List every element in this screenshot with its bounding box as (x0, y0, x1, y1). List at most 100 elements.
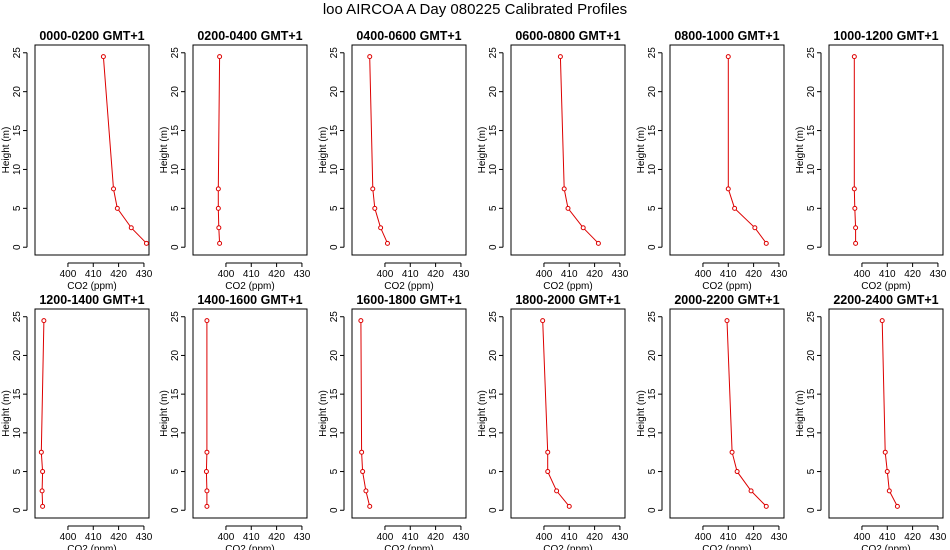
y-tick-label: 20 (647, 86, 658, 98)
profile-line (881, 320, 898, 507)
y-tick-label: 0 (12, 244, 23, 250)
data-point (748, 488, 754, 494)
data-point (359, 449, 365, 455)
plot-frame (192, 308, 308, 519)
y-tick-label: 20 (329, 86, 340, 98)
plot-frame (510, 308, 626, 519)
data-point (360, 469, 366, 475)
data-point (763, 503, 769, 509)
data-point (545, 449, 551, 455)
x-tick-label: 430 (136, 532, 153, 543)
panel-5: 0800-1000 GMT+1 0 5 10 15 20 25 Height (m) 400 41… (636, 29, 788, 292)
y-tick-label: 10 (329, 427, 340, 439)
y-tick-label: 25 (12, 47, 23, 59)
data-point (595, 240, 601, 246)
data-point (557, 54, 563, 60)
x-tick-label: 420 (268, 269, 285, 280)
y-tick-label: 20 (488, 349, 499, 361)
data-point (40, 503, 46, 509)
x-tick-label: 410 (85, 532, 102, 543)
y-tick-label: 0 (329, 244, 340, 250)
data-point (217, 240, 223, 246)
y-tick-label: 25 (170, 47, 181, 59)
profile-line (853, 56, 857, 244)
y-tick-label: 0 (806, 244, 817, 250)
y-axis-label: Height (m) (318, 390, 329, 437)
x-tick-label: 430 (612, 532, 629, 543)
y-tick-label: 20 (12, 349, 23, 361)
data-point (372, 205, 378, 211)
x-tick-label: 400 (218, 532, 235, 543)
y-tick-label: 0 (806, 507, 817, 513)
data-point (752, 225, 758, 231)
data-point (204, 318, 210, 324)
y-tick-label: 25 (329, 311, 340, 323)
x-axis-label: CO2 (ppm) (225, 281, 274, 292)
y-axis-label: Height (m) (636, 390, 647, 437)
data-point (886, 488, 892, 494)
y-tick-label: 25 (170, 311, 181, 323)
data-point (852, 205, 858, 211)
data-point (565, 205, 571, 211)
x-tick-label: 430 (294, 532, 311, 543)
y-tick-label: 20 (329, 349, 340, 361)
data-point (853, 240, 859, 246)
y-tick-label: 10 (12, 427, 23, 439)
y-tick-label: 15 (329, 388, 340, 400)
y-tick-label: 15 (12, 388, 23, 400)
x-axis-label: CO2 (ppm) (543, 281, 592, 292)
y-axis-label: Height (m) (477, 390, 488, 437)
y-tick-label: 5 (170, 468, 181, 474)
x-tick-label: 400 (60, 532, 77, 543)
x-tick-label: 430 (453, 269, 470, 280)
x-tick-label: 420 (268, 532, 285, 543)
x-tick-label: 410 (243, 269, 260, 280)
x-tick-label: 400 (536, 532, 553, 543)
data-point (734, 469, 740, 475)
x-tick-label: 400 (536, 269, 553, 280)
data-point (38, 449, 44, 455)
data-point (725, 54, 731, 60)
x-axis-label: CO2 (ppm) (861, 281, 910, 292)
y-tick-label: 25 (806, 311, 817, 323)
data-point (358, 318, 364, 324)
y-tick-label: 0 (170, 507, 181, 513)
profile-line (542, 320, 570, 507)
x-tick-label: 410 (879, 269, 896, 280)
y-tick-label: 25 (806, 47, 817, 59)
y-tick-label: 10 (170, 163, 181, 175)
data-point (894, 503, 900, 509)
data-point (580, 225, 586, 231)
y-tick-label: 0 (488, 244, 499, 250)
profile-line (727, 56, 767, 244)
data-point (378, 225, 384, 231)
y-tick-label: 15 (329, 125, 340, 137)
panel-title: 2200-2400 GMT+1 (833, 293, 938, 307)
x-tick-label: 410 (402, 269, 419, 280)
profile-line (360, 320, 371, 507)
panel-title: 0400-0600 GMT+1 (356, 29, 461, 43)
profile-line (726, 320, 767, 507)
x-tick-label: 430 (930, 269, 947, 280)
x-tick-label: 420 (427, 532, 444, 543)
y-tick-label: 10 (806, 163, 817, 175)
x-tick-label: 410 (561, 532, 578, 543)
data-point (882, 449, 888, 455)
x-tick-label: 430 (771, 532, 788, 543)
data-point (203, 469, 209, 475)
y-tick-label: 20 (170, 349, 181, 361)
x-tick-label: 400 (60, 269, 77, 280)
y-tick-label: 10 (488, 163, 499, 175)
panel-1: 0000-0200 GMT+1 0 5 10 15 20 25 Height (m) 400 41… (1, 29, 153, 292)
y-tick-label: 10 (170, 427, 181, 439)
page-title: loo AIRCOA A Day 080225 Calibrated Profi… (322, 1, 628, 18)
data-point (204, 503, 210, 509)
panel-title: 1000-1200 GMT+1 (833, 29, 938, 43)
data-point (363, 488, 369, 494)
data-point (367, 54, 373, 60)
y-tick-label: 15 (488, 125, 499, 137)
panel-title: 0800-1000 GMT+1 (674, 29, 779, 43)
data-point (851, 186, 857, 192)
x-axis-label: CO2 (ppm) (67, 544, 116, 550)
